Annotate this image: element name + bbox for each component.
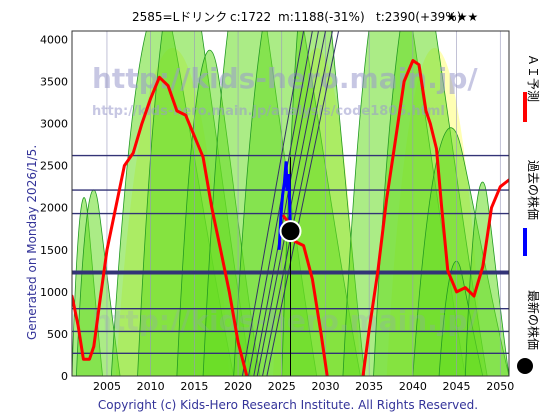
header-current: c:1722 — [230, 10, 271, 24]
trend-line — [262, 31, 333, 376]
y-tick-label: 2500 — [40, 160, 68, 173]
legend-ai-forecast-label: ＡＩ予測 — [526, 54, 540, 102]
x-tick-label: 2015 — [180, 380, 208, 393]
y-tick-label: 3000 — [40, 118, 68, 131]
vertical-grid — [106, 31, 501, 376]
ai-forecast-line-0 — [72, 75, 249, 376]
x-axis-ticks: 2005 2010 2015 2020 2025 2030 2035 2040 2045 2050 — [93, 380, 514, 393]
x-tick-label: 2030 — [311, 380, 339, 393]
footer-copyright: Copyright (c) Kids-Hero Research Institu… — [98, 398, 478, 412]
y-tick-label: 1500 — [40, 244, 68, 257]
series-layer — [72, 59, 509, 376]
header-stars: ★★★ — [446, 10, 478, 24]
trend-line — [253, 31, 319, 376]
latest-price-layer — [279, 220, 302, 243]
x-tick-label: 2050 — [486, 380, 514, 393]
x-tick-label: 2025 — [268, 380, 296, 393]
legend-latest-price-label: 最新の株価 — [526, 290, 541, 350]
generated-date-label: Generated on Monday 2026/1/5. — [25, 145, 39, 340]
trend-line — [266, 31, 340, 376]
x-tick-label: 2045 — [443, 380, 471, 393]
y-tick-label: 3500 — [40, 75, 68, 88]
y-tick-label: 4000 — [40, 33, 68, 46]
x-tick-label: 2010 — [137, 380, 165, 393]
plot-frame — [71, 30, 510, 377]
green-band-12 — [464, 181, 509, 376]
latest-price-marker — [279, 220, 302, 243]
header-code-name: 2585=Lドリンク — [132, 10, 227, 24]
green-band-1 — [75, 189, 121, 376]
trend-line — [256, 31, 326, 376]
legend-latest-price-dot — [517, 358, 533, 374]
header-target: t:2390(+39%) — [376, 10, 461, 24]
watermark-url-sub: http://kids-hero.main.jp/analysis/code18… — [92, 104, 445, 119]
trend-line — [241, 31, 305, 376]
x-tick-label: 2040 — [399, 380, 427, 393]
x-tick-label: 2035 — [355, 380, 383, 393]
past-price-line — [277, 161, 292, 250]
watermark-url-main: http://kids-hero.main.jp/ — [92, 62, 478, 95]
y-tick-label: 500 — [47, 328, 68, 341]
x-tick-label: 2005 — [93, 380, 121, 393]
legend-past-price-label: 過去の株価 — [526, 160, 541, 220]
y-tick-label: 1000 — [40, 286, 68, 299]
x-tick-label: 2020 — [224, 380, 252, 393]
ai-forecast-line-2 — [361, 59, 509, 376]
y-tick-label: 2000 — [40, 202, 68, 215]
header-min: m:1188(-31%) — [278, 10, 365, 24]
y-tick-label: 0 — [61, 370, 68, 383]
y-axis-ticks: 0 500 1000 1500 2000 2500 3000 3500 4000 — [40, 33, 68, 383]
legend: ＡＩ予測 過去の株価 最新の株価 — [517, 54, 541, 374]
